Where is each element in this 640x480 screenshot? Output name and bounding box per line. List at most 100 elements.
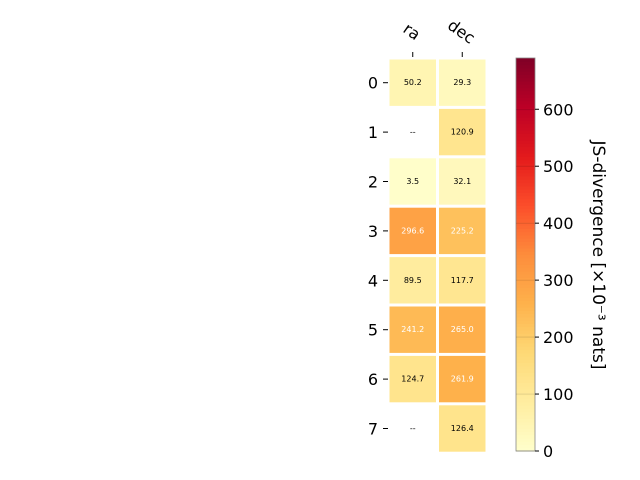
colorbar-segment (516, 274, 535, 279)
row-label: 7 (368, 420, 378, 439)
colorbar-segment (516, 94, 535, 98)
colorbar-segment (516, 339, 535, 344)
colorbar-segment (516, 385, 535, 390)
heatmap-cell (389, 257, 436, 304)
colorbar-segment (516, 133, 535, 138)
colorbar-segment (516, 408, 535, 413)
colorbar-segment (516, 64, 535, 69)
heatmap-cell (439, 108, 486, 156)
row-label: 6 (368, 370, 378, 389)
colorbar-segment (516, 254, 535, 259)
colorbar-segment (516, 126, 535, 131)
colorbar-segment (516, 100, 535, 105)
colorbar-segment (516, 61, 535, 66)
colorbar-segment (516, 346, 535, 351)
colorbar-segment (516, 323, 535, 328)
heatmap-cell (389, 207, 436, 255)
colorbar-segment (516, 264, 535, 269)
colorbar-segment (516, 359, 535, 364)
colorbar-segment (516, 398, 535, 403)
colorbar-segment (516, 152, 535, 157)
colorbar-segment (516, 329, 535, 334)
colorbar-segment (516, 414, 535, 419)
colorbar-segment (516, 293, 535, 298)
colorbar-segment (516, 218, 535, 223)
row-label: 4 (368, 271, 378, 290)
colorbar-segment (516, 244, 535, 249)
colorbar-segment (516, 97, 535, 102)
colorbar-segment (516, 378, 535, 383)
row-label: 3 (368, 222, 378, 241)
colorbar-segment (516, 411, 535, 416)
heatmap-cell (439, 355, 486, 403)
colorbar-segment (516, 287, 535, 292)
cell-value-label: 117.7 (451, 276, 474, 285)
colorbar-tick-label: 400 (543, 214, 574, 233)
colorbar-segment (516, 313, 535, 318)
colorbar-tick-label: 0 (543, 442, 553, 461)
colorbar-segment (516, 58, 535, 62)
cell-value-label: 29.3 (453, 78, 471, 87)
cell-value-label: 3.5 (406, 177, 419, 186)
colorbar-segment (516, 123, 535, 128)
colorbar-segment (516, 251, 535, 256)
colorbar-segment (516, 234, 535, 239)
colorbar-label: JS-divergence [×10⁻³ nats] (588, 140, 608, 370)
column-labels: ra dec (400, 15, 479, 57)
column-label: ra (400, 19, 424, 44)
colorbar-segment (516, 192, 535, 197)
cell-value-label: 126.4 (451, 424, 474, 433)
colorbar-segment (516, 238, 535, 242)
colorbar-segment (516, 434, 535, 439)
cell-value-label: 124.7 (401, 375, 424, 384)
colorbar-segment (516, 71, 535, 75)
cell-value-label: 120.9 (451, 128, 474, 137)
colorbar-segment (516, 352, 535, 357)
cell-value-label: 225.2 (451, 226, 474, 235)
heatmap-cell (389, 306, 436, 353)
colorbar-segment (516, 444, 535, 449)
colorbar-segment (516, 225, 535, 229)
cell-value-label: -- (410, 424, 416, 433)
colorbar-segment (516, 77, 535, 82)
colorbar-segment (516, 80, 535, 85)
colorbar-segment (516, 130, 535, 134)
heatmap-cell (439, 405, 486, 452)
colorbar-segment (516, 139, 535, 144)
colorbar-segment (516, 143, 535, 148)
colorbar-segment (516, 103, 535, 108)
row-label: 2 (368, 173, 378, 192)
colorbar-segment (516, 198, 535, 203)
heatmap-cell (439, 158, 486, 205)
colorbar-segment (516, 300, 535, 305)
colorbar-segment (516, 362, 535, 367)
colorbar-segment (516, 375, 535, 380)
heatmap-cell (439, 257, 486, 304)
colorbar-segment (516, 166, 535, 170)
colorbar-segment (516, 146, 535, 151)
colorbar-segment (516, 369, 535, 373)
colorbar-segment (516, 169, 535, 174)
colorbar: 0 100 200 300 400 500 600 (515, 57, 574, 461)
colorbar-segment (516, 241, 535, 246)
colorbar-segment (516, 333, 535, 337)
row-label: 1 (368, 123, 378, 142)
colorbar-segment (516, 342, 535, 347)
colorbar-tick-label: 300 (543, 271, 574, 290)
colorbar-segment (516, 172, 535, 177)
colorbar-segment (516, 356, 535, 360)
colorbar-segment (516, 267, 535, 272)
colorbar-tick-label: 500 (543, 157, 574, 176)
column-label: dec (444, 15, 478, 47)
colorbar-segment (516, 175, 535, 180)
colorbar-segment (516, 231, 535, 236)
colorbar-segment (516, 388, 535, 393)
colorbar-segment (516, 431, 535, 436)
colorbar-tick-label: 100 (543, 385, 574, 404)
colorbar-frame (515, 57, 536, 452)
colorbar-segment (516, 182, 535, 187)
colorbar-segment (516, 202, 535, 206)
colorbar-segment (516, 280, 535, 285)
colorbar-segment (516, 303, 535, 308)
